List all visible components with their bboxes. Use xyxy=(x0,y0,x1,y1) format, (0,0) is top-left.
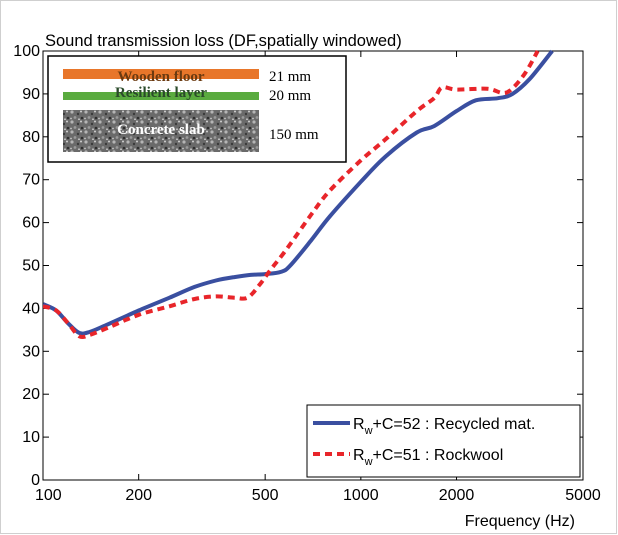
legend: Rw+C=52 : Recycled mat. Rw+C=51 : Rockwo… xyxy=(306,404,581,478)
y-tick-label: 30 xyxy=(22,343,40,360)
x-axis: 100 200 500 1000 2000 5000 xyxy=(35,51,601,504)
concrete-slab-label: Concrete slab xyxy=(117,122,205,138)
concrete-slab-layer xyxy=(63,110,259,152)
y-tick-label: 50 xyxy=(22,258,40,275)
legend-entry-recycled: Rw+C=52 : Recycled mat. xyxy=(353,416,535,437)
y-tick-label: 40 xyxy=(22,300,40,317)
resilient-layer-label: Resilient layer xyxy=(115,85,207,101)
y-tick-label: 10 xyxy=(22,429,40,446)
series-line-rockwool xyxy=(43,50,540,340)
y-tick-label: 80 xyxy=(22,129,40,146)
x-tick-label: 1000 xyxy=(343,487,379,504)
y-tick-label: 60 xyxy=(22,215,40,232)
x-tick-label: 2000 xyxy=(439,487,475,504)
x-tick-label: 100 xyxy=(35,487,62,504)
series-line-recycled xyxy=(43,49,554,336)
legend-entry-rockwool: Rw+C=51 : Rockwool xyxy=(353,447,503,468)
wooden-floor-layer xyxy=(63,69,259,79)
x-axis-label: Frequency (Hz) xyxy=(465,513,575,530)
x-tick-label: 200 xyxy=(125,487,152,504)
y-tick-label: 70 xyxy=(22,172,40,189)
legend-box xyxy=(306,404,581,478)
chart-title: Sound transmission loss (DF,spatially wi… xyxy=(45,32,402,50)
wooden-floor-label: Wooden floor xyxy=(117,69,204,85)
y-tick-label: 0 xyxy=(31,472,40,489)
concrete-slab-thickness: 150 mm xyxy=(269,127,319,143)
y-tick-label: 90 xyxy=(22,86,40,103)
floor-construction-inset: Wooden floor 21 mm Resilient layer 20 mm… xyxy=(47,55,347,163)
series-lines xyxy=(43,49,554,340)
wooden-floor-thickness: 21 mm xyxy=(269,69,311,85)
resilient-layer-thickness: 20 mm xyxy=(269,88,311,104)
y-tick-label: 20 xyxy=(22,386,40,403)
resilient-layer xyxy=(63,92,259,100)
y-axis: 0 10 20 30 40 50 60 70 80 90 100 xyxy=(13,43,583,489)
x-tick-label: 5000 xyxy=(565,487,601,504)
x-tick-label: 500 xyxy=(252,487,279,504)
y-tick-label: 100 xyxy=(13,43,40,60)
